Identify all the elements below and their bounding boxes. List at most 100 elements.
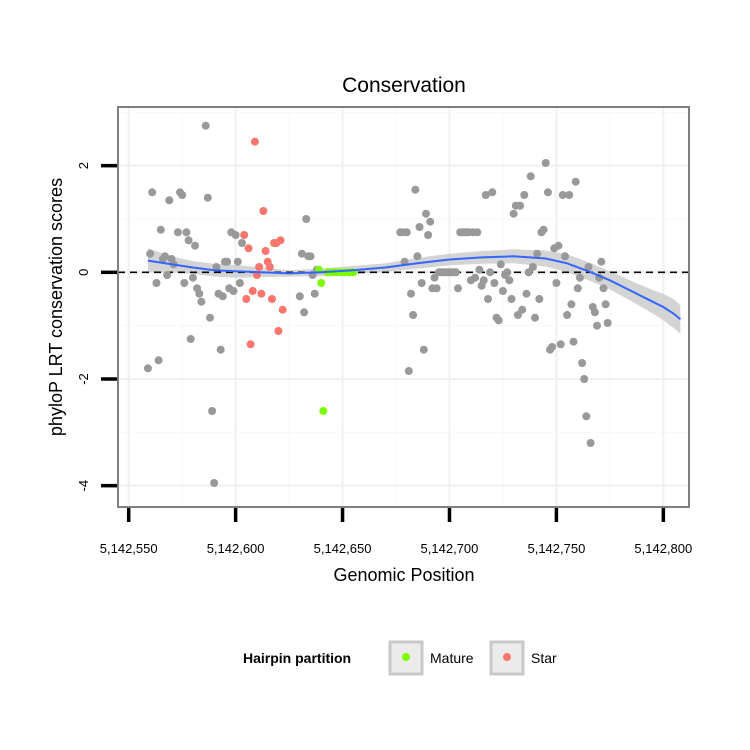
data-point-other [154, 356, 163, 365]
data-point-other [505, 276, 514, 285]
data-point-other [603, 319, 612, 327]
data-point-other [229, 287, 238, 295]
data-point-star [268, 295, 276, 303]
data-point-mature [319, 407, 328, 415]
legend-dot-star [503, 653, 511, 661]
x-axis: 5,142,550 5,142,600 5,142,650 5,142,700 5,14… [100, 508, 692, 556]
y-tick-label: 2 [76, 162, 91, 169]
data-point-other [584, 263, 593, 271]
data-point-other [238, 239, 246, 247]
data-point-other [235, 279, 244, 287]
data-point-other [143, 364, 152, 373]
data-point-other [569, 337, 578, 346]
smooth-line [147, 255, 682, 321]
x-tick-label: 5,142,750 [527, 541, 585, 556]
data-point-other [201, 121, 210, 130]
data-point-other [575, 273, 584, 282]
data-point-other [597, 257, 606, 266]
y-tick-label: -4 [76, 480, 91, 492]
legend: Hairpin partition Mature Star [243, 640, 557, 676]
data-point-other [430, 273, 439, 282]
data-point-other [599, 284, 608, 293]
data-point-other [302, 215, 311, 223]
plot-area [117, 106, 690, 508]
x-tick-label: 5,142,800 [634, 541, 692, 556]
data-point-other [509, 209, 518, 218]
data-point-other [424, 231, 433, 239]
data-point-other [528, 263, 537, 271]
data-point-other [535, 295, 544, 303]
data-point-other [486, 268, 495, 277]
data-point-other [522, 289, 531, 298]
data-point-other [208, 407, 217, 415]
y-tick-label: -2 [76, 373, 91, 385]
data-point-other [473, 228, 482, 237]
data-point-other [524, 268, 533, 277]
data-point-other [539, 225, 548, 234]
data-point-other [490, 279, 499, 287]
data-point-other [518, 305, 527, 314]
y-axis-label: phyloP LRT conservation scores [46, 178, 66, 436]
legend-label-mature: Mature [430, 650, 474, 666]
data-point-other [580, 375, 589, 383]
data-point-other [165, 196, 174, 205]
data-point-other [231, 231, 240, 239]
data-point-other [432, 284, 441, 293]
data-point-other [197, 297, 206, 306]
data-point-other [306, 252, 315, 261]
data-point-other [578, 359, 587, 367]
data-point-other [590, 308, 599, 317]
data-point-other [188, 273, 197, 282]
data-point-other [533, 249, 542, 258]
data-point-star [261, 247, 270, 255]
plot-border [117, 106, 690, 508]
data-point-other [582, 412, 591, 421]
data-point-other [488, 188, 497, 197]
data-point-other [422, 209, 430, 218]
data-point-other [233, 257, 242, 266]
data-point-other [496, 260, 505, 269]
data-point-other [481, 191, 490, 199]
data-point-other [186, 335, 195, 343]
data-point-other [454, 284, 462, 293]
data-point-other [178, 191, 187, 199]
data-point-other [541, 159, 550, 167]
data-point-other [554, 241, 563, 250]
data-point-other [558, 191, 567, 199]
data-point-other [206, 313, 214, 322]
data-point-other [152, 279, 161, 287]
data-point-other [415, 223, 424, 231]
data-point-other [471, 273, 480, 282]
data-point-other [161, 252, 169, 261]
data-point-other [567, 300, 576, 309]
data-point-star [246, 340, 255, 349]
data-point-other [413, 252, 422, 261]
data-point-mature [317, 279, 326, 287]
x-tick-label: 5,142,650 [314, 541, 372, 556]
data-point-other [548, 343, 557, 351]
data-point-other [417, 279, 426, 287]
data-point-other [182, 228, 191, 237]
data-point-other [561, 252, 569, 261]
data-point-other [571, 177, 580, 186]
data-point-other [218, 292, 227, 301]
data-point-other [173, 228, 182, 237]
data-point-other [552, 279, 561, 287]
data-point-star [248, 287, 257, 295]
x-tick-label: 5,142,600 [207, 541, 265, 556]
data-point-other [407, 289, 415, 298]
data-point-star [278, 305, 287, 314]
data-point-other [586, 439, 595, 447]
data-point-other [212, 263, 221, 271]
data-point-star [257, 289, 266, 298]
data-point-other [531, 313, 539, 322]
chart-title: Conservation [342, 74, 466, 97]
data-point-other [526, 172, 535, 181]
data-point-other [402, 228, 411, 237]
x-tick-label: 5,142,700 [421, 541, 479, 556]
data-point-other [565, 191, 574, 199]
data-point-other [300, 308, 309, 317]
data-point-other [573, 284, 582, 293]
legend-title: Hairpin partition [243, 650, 351, 666]
legend-label-star: Star [531, 650, 557, 666]
